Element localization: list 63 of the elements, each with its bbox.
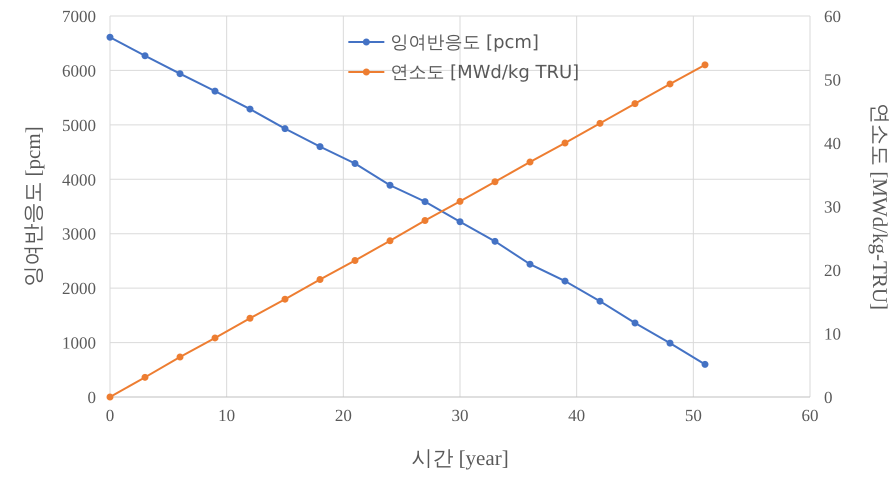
y2-axis-title: 연소도 [MWd/kg-TRU] — [868, 102, 892, 310]
point — [492, 238, 498, 245]
y-tick-label: 3000 — [62, 224, 96, 244]
point — [562, 278, 568, 285]
point — [632, 100, 638, 108]
y-tick-label: 6000 — [62, 61, 96, 80]
point — [492, 178, 498, 186]
x-tick-label: 60 — [802, 406, 818, 425]
y2-tick-label: 20 — [824, 261, 841, 280]
point — [316, 143, 324, 150]
point — [142, 374, 148, 381]
point — [562, 140, 568, 146]
point — [176, 353, 184, 360]
point — [456, 218, 464, 226]
y2-tick-label: 30 — [824, 198, 841, 216]
y2-tick-label: 10 — [824, 324, 841, 344]
x-tick-label: 30 — [452, 406, 468, 425]
point — [456, 198, 464, 205]
x-tick-label: 50 — [684, 406, 702, 425]
point — [282, 296, 288, 303]
point — [316, 276, 324, 284]
point — [702, 360, 708, 368]
x-axis-title: 시간 [year] — [411, 446, 509, 470]
point — [142, 52, 148, 60]
point — [596, 120, 604, 127]
point — [632, 319, 638, 326]
x-tick-label: 40 — [568, 406, 586, 425]
y-axis-title: 잉여반응도 [pcm] — [21, 126, 45, 287]
y2-tick-label: 50 — [824, 70, 841, 90]
legend-label: 잉여반응도 [pcm] — [390, 32, 539, 53]
point — [422, 198, 428, 206]
point — [702, 61, 708, 68]
x-tick-label: 20 — [334, 406, 352, 425]
point — [106, 394, 114, 400]
y-tick-label: 4000 — [62, 170, 96, 190]
point — [106, 34, 114, 41]
point — [526, 158, 534, 166]
x-tick-label: 0 — [106, 406, 114, 425]
point — [246, 106, 254, 113]
y2-tick-label: 60 — [824, 7, 841, 26]
point — [386, 182, 394, 189]
legend-label: 연소도 [MWd/kg TRU] — [390, 62, 580, 83]
y-tick-label: 0 — [88, 388, 96, 407]
y-tick-label: 7000 — [62, 7, 96, 26]
point — [526, 260, 534, 268]
point — [176, 70, 184, 78]
point — [422, 216, 428, 224]
point — [352, 160, 358, 167]
x-tick-label: 10 — [218, 406, 236, 425]
y-tick-label: 2000 — [62, 279, 96, 298]
point — [212, 88, 218, 95]
point — [386, 237, 394, 244]
point — [246, 314, 254, 322]
point — [352, 256, 358, 264]
y-tick-label: 5000 — [62, 116, 96, 135]
y-tick-label: 1000 — [62, 334, 96, 353]
point — [666, 80, 674, 88]
y2-tick-label: 40 — [824, 134, 841, 153]
y2-tick-label: 0 — [824, 388, 832, 407]
point — [596, 298, 604, 305]
point — [282, 125, 288, 132]
point — [666, 340, 674, 347]
point — [212, 334, 218, 342]
